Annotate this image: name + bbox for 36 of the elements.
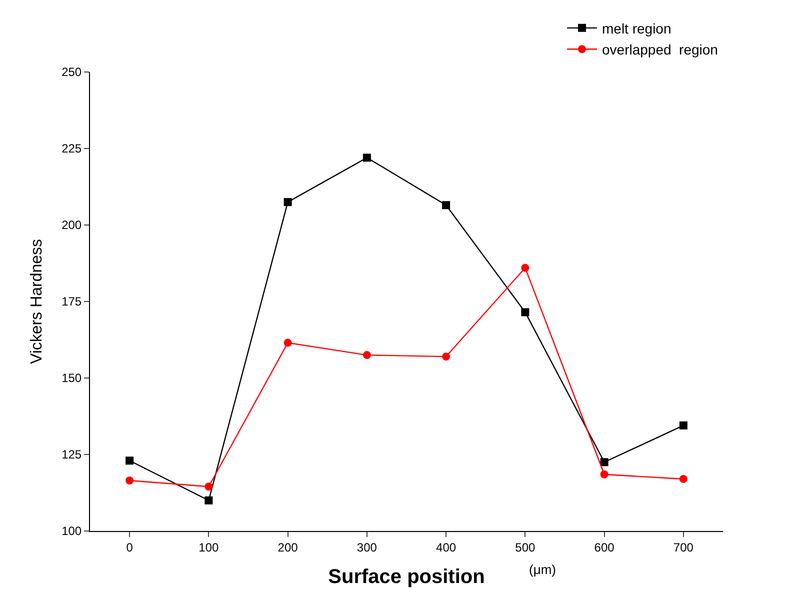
point (442, 201, 450, 210)
point (521, 264, 530, 272)
point (126, 476, 134, 485)
point (284, 338, 292, 347)
point (126, 456, 134, 465)
legend-label: overlapped region (602, 42, 718, 58)
y-tick-label: 175 (62, 294, 82, 309)
y-tick-label: 225 (62, 142, 82, 156)
x-tick-label: 700 (673, 540, 694, 554)
point (679, 474, 688, 483)
point (284, 198, 292, 206)
x-axis-title: Surface position (328, 566, 485, 588)
y-tick-label: 100 (62, 524, 82, 538)
point (362, 154, 371, 162)
x-tick-label: 300 (356, 540, 378, 554)
x-tick-label: 400 (436, 540, 456, 554)
x-tick-label: 100 (198, 540, 220, 554)
y-tick-label: 125 (62, 448, 82, 462)
point (442, 352, 450, 361)
x-tick-label: 600 (594, 540, 615, 554)
point (600, 470, 608, 478)
y-axis-title: Vickers Hardness (28, 238, 46, 364)
y-tick-label: 250 (62, 65, 82, 80)
point (679, 421, 688, 430)
point (204, 482, 213, 491)
x-tick-label: 200 (278, 540, 298, 554)
point (204, 496, 213, 504)
point (521, 308, 530, 316)
x-tick-label: 0 (126, 540, 134, 554)
point (362, 351, 371, 360)
y-tick-label: 150 (62, 371, 82, 386)
point (600, 458, 608, 466)
x-tick-label: 500 (515, 540, 536, 554)
text: (μm) (529, 562, 556, 577)
y-tick-label: 200 (62, 218, 82, 232)
legend-label: melt region (602, 20, 672, 36)
